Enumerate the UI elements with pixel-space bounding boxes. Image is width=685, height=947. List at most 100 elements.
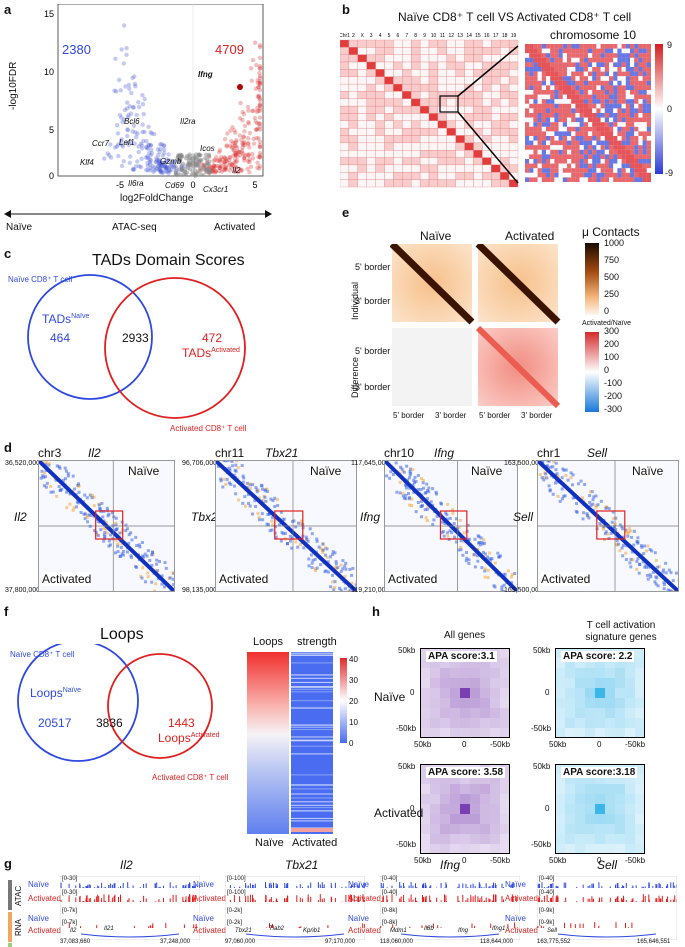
zoom-cell bbox=[592, 159, 597, 164]
g-atac-peak bbox=[183, 900, 185, 902]
apa-cell bbox=[555, 794, 565, 804]
genome-cell bbox=[482, 47, 492, 55]
d-contact bbox=[294, 525, 298, 529]
g-label-atac: ATAC bbox=[14, 885, 23, 906]
volcano-point-ns bbox=[202, 163, 207, 168]
zoom-cell bbox=[567, 131, 572, 136]
d-contact bbox=[257, 496, 261, 500]
d-contact bbox=[442, 534, 446, 538]
zoom-cell bbox=[625, 168, 630, 173]
zoom-cell bbox=[546, 126, 551, 132]
g-atac-peak bbox=[285, 898, 287, 902]
apa-cell bbox=[555, 764, 565, 774]
genome-cell bbox=[375, 120, 385, 129]
apa-cell bbox=[635, 718, 645, 728]
g-atac-peak bbox=[89, 884, 91, 888]
gene-ifng: Ifng bbox=[198, 70, 213, 79]
volcano-point bbox=[159, 164, 164, 169]
volcano-point bbox=[131, 105, 136, 110]
d-contact bbox=[44, 462, 48, 466]
g-atac-peak bbox=[229, 899, 231, 902]
zoom-cell bbox=[567, 177, 572, 182]
apa-cell bbox=[635, 844, 645, 854]
zoom-cell bbox=[588, 62, 593, 67]
d-gene-side: Il2 bbox=[14, 510, 27, 524]
zoom-cell bbox=[525, 67, 530, 72]
genome-cell bbox=[473, 113, 483, 121]
volcano-point bbox=[167, 168, 172, 174]
zoom-cell bbox=[554, 80, 559, 86]
zoom-cell bbox=[592, 85, 597, 90]
genome-cell bbox=[482, 113, 492, 121]
g-atac-peak bbox=[440, 900, 442, 902]
genome-cell bbox=[357, 172, 367, 180]
genome-cell bbox=[500, 135, 510, 143]
volcano-point bbox=[140, 129, 145, 135]
f-heat-title-a: Loops bbox=[253, 636, 283, 648]
apa-cell bbox=[470, 728, 480, 738]
zoom-cell bbox=[617, 117, 622, 123]
zoom-cell bbox=[567, 71, 572, 77]
g-atac-peak bbox=[481, 886, 483, 888]
apa-cell bbox=[575, 688, 585, 698]
d-contact bbox=[332, 588, 336, 591]
volcano-point bbox=[256, 136, 261, 141]
zoom-cell bbox=[596, 71, 601, 77]
zoom-cell bbox=[634, 126, 639, 132]
g-atac-peak bbox=[494, 894, 496, 902]
zoom-cell bbox=[562, 94, 567, 100]
d-contact bbox=[121, 553, 125, 557]
genome-cell bbox=[340, 98, 350, 107]
volcano-point bbox=[128, 139, 133, 145]
zoom-cell bbox=[630, 113, 635, 118]
g-atac-peak bbox=[484, 900, 486, 902]
genome-cell bbox=[375, 150, 385, 158]
zoom-cell bbox=[588, 163, 593, 169]
d-contact bbox=[589, 503, 593, 507]
d-contact bbox=[425, 507, 429, 511]
volcano-point-ns bbox=[191, 164, 196, 169]
volcano-point bbox=[146, 143, 152, 148]
d-contact bbox=[241, 474, 245, 478]
zoom-cell bbox=[646, 62, 651, 67]
zoom-cell bbox=[583, 103, 588, 109]
genome-cell bbox=[491, 61, 501, 70]
volcano-point bbox=[162, 165, 168, 171]
zoom-cell bbox=[592, 67, 597, 72]
apa-cell bbox=[450, 804, 460, 814]
g-atac-peak bbox=[538, 896, 540, 902]
d-contact bbox=[502, 583, 506, 587]
g-atac-peak bbox=[635, 901, 637, 902]
apa-ytick: -50kb bbox=[396, 724, 417, 733]
arrow-activated: Activated bbox=[214, 222, 256, 233]
apa-cell bbox=[490, 708, 500, 718]
apa-cell bbox=[440, 784, 450, 794]
d-contact bbox=[635, 567, 639, 571]
zoom-cell bbox=[554, 53, 559, 58]
zoom-cell bbox=[575, 108, 580, 113]
g-locus-title: Tbx21 bbox=[285, 858, 319, 872]
zoom-cell bbox=[575, 103, 580, 109]
zoom-cell bbox=[529, 80, 534, 86]
e-cb2-t2: 100 bbox=[604, 352, 620, 362]
count-down: 2380 bbox=[62, 42, 91, 57]
g-atac-peak bbox=[403, 886, 405, 888]
d-contact bbox=[354, 583, 356, 587]
zoom-cell bbox=[533, 62, 538, 67]
volcano-point bbox=[135, 131, 140, 136]
zoom-cell bbox=[613, 76, 618, 81]
d-contact bbox=[271, 499, 275, 502]
genome-cell bbox=[491, 83, 501, 92]
apa-cell bbox=[625, 804, 635, 814]
genome-cell bbox=[455, 128, 465, 136]
zoom-cell bbox=[529, 99, 534, 104]
volcano-point bbox=[168, 161, 174, 166]
zoom-cell bbox=[583, 163, 588, 169]
zoom-cell bbox=[630, 94, 635, 100]
zoom-cell bbox=[571, 90, 576, 95]
zoom-cell bbox=[600, 108, 605, 113]
zoom-cell bbox=[588, 90, 593, 95]
d-contact bbox=[486, 576, 490, 579]
zoom-cell bbox=[546, 149, 551, 155]
volcano-point bbox=[255, 80, 261, 86]
